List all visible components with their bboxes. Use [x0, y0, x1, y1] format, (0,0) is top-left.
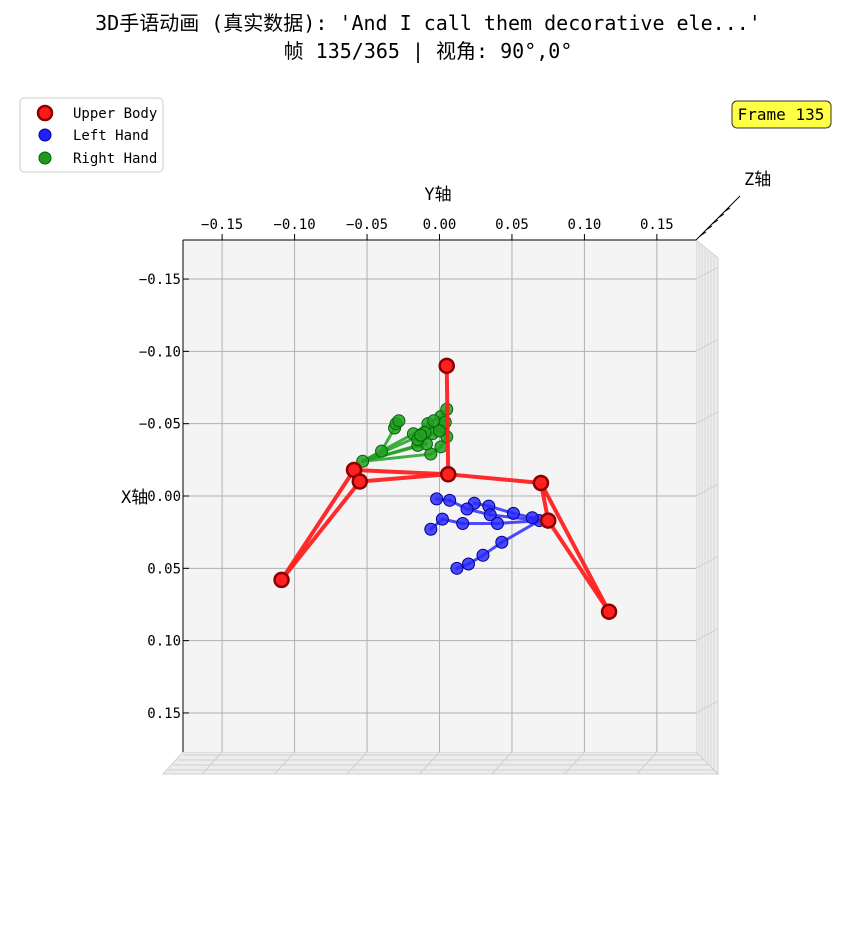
- x-tick-label: −0.15: [139, 272, 181, 288]
- data-point: [495, 535, 509, 549]
- data-point: [414, 428, 428, 442]
- floor-gridline: [201, 751, 223, 775]
- data-point: [375, 444, 389, 458]
- floor-gridline: [636, 751, 658, 775]
- plot-area: [273, 357, 618, 620]
- skeleton-segment: [352, 467, 451, 477]
- data-point: [439, 466, 457, 483]
- side-gridline: [695, 338, 719, 352]
- skeleton-segment: [279, 479, 362, 582]
- side-gridline: [695, 411, 719, 425]
- data-point: [273, 571, 290, 589]
- series-upper-body: [273, 357, 618, 620]
- x-axis-label: X轴: [121, 488, 148, 508]
- x-tick-label: 0.10: [147, 634, 181, 650]
- x-tick-label: 0.00: [147, 489, 181, 505]
- skeleton-segment: [538, 480, 612, 614]
- side-gridline: [695, 700, 719, 714]
- floor-gridline: [491, 751, 513, 775]
- data-point: [433, 424, 446, 438]
- data-point: [443, 493, 457, 507]
- side-gridline: [695, 483, 719, 497]
- data-point: [539, 512, 557, 529]
- legend-label-right-hand: Right Hand: [73, 151, 157, 167]
- x-tick-label: 0.15: [147, 706, 181, 722]
- data-point: [456, 516, 470, 530]
- data-point: [424, 522, 438, 536]
- frame-badge: Frame 135: [731, 100, 832, 129]
- skeleton-segment: [500, 519, 541, 544]
- data-point: [506, 506, 520, 520]
- y-tick-label: −0.05: [346, 217, 388, 233]
- data-point: [392, 414, 406, 428]
- data-point: [483, 508, 497, 522]
- y-axis-label: Y轴: [424, 185, 451, 205]
- skeleton-segment: [444, 363, 451, 477]
- chart-subtitle: 帧 135/365 | 视角: 90°,0°: [284, 39, 573, 63]
- x-tick-label: −0.05: [139, 417, 181, 433]
- legend-marker-right-hand: [38, 151, 52, 165]
- data-point: [351, 473, 369, 490]
- frame-badge-box: [731, 100, 832, 129]
- data-point: [435, 512, 449, 526]
- side-gridline: [695, 628, 719, 642]
- skeleton-segment: [361, 452, 433, 463]
- side-pane-lines: [698, 242, 715, 770]
- series-right-hand: [356, 402, 454, 468]
- z-axis: Z轴: [695, 170, 771, 241]
- data-point: [525, 511, 539, 525]
- side-gridline: [695, 266, 719, 280]
- skeleton-segment: [546, 518, 612, 614]
- x-tick-label: 0.05: [147, 561, 181, 577]
- floor-pane-lines: [168, 754, 714, 771]
- data-point: [430, 492, 444, 506]
- legend-label-left-hand: Left Hand: [73, 128, 149, 144]
- legend: Upper Body Left Hand Right Hand: [19, 97, 164, 173]
- floor-gridline: [346, 751, 368, 775]
- chart-title: 3D手语动画 (真实数据): 'And I call them decorati…: [95, 11, 761, 35]
- data-point: [438, 357, 455, 375]
- data-point: [450, 561, 464, 575]
- frame-badge-text: Frame 135: [738, 105, 825, 124]
- ticks: −0.15 −0.10 −0.05 0.00 0.05 0.10 0.15 −0.15 −0.1…: [139, 217, 674, 722]
- y-tick-label: 0.10: [568, 217, 602, 233]
- skeleton-segment: [446, 472, 543, 485]
- x-tick-label: −0.10: [139, 344, 181, 360]
- data-point: [476, 548, 490, 562]
- floor-gridline: [419, 751, 440, 775]
- data-point: [490, 516, 504, 530]
- y-tick-label: −0.15: [201, 217, 243, 233]
- legend-marker-upper-body: [36, 104, 54, 122]
- y-tick-label: 0.15: [640, 217, 674, 233]
- y-tick-label: −0.10: [274, 217, 316, 233]
- data-point: [532, 474, 550, 492]
- floor-gridline: [274, 751, 295, 775]
- legend-label-upper-body: Upper Body: [73, 106, 157, 122]
- y-tick-label: 0.00: [423, 217, 457, 233]
- data-point: [427, 414, 441, 428]
- data-point: [460, 502, 474, 516]
- data-point: [461, 557, 475, 571]
- skeleton-segment: [357, 472, 451, 484]
- axes-box: −0.15 −0.10 −0.05 0.00 0.05 0.10 0.15 −0.15 −0.1…: [139, 217, 720, 776]
- side-gridline: [695, 555, 719, 569]
- y-tick-label: 0.05: [495, 217, 529, 233]
- floor-gridline: [564, 751, 585, 775]
- series-left-hand: [424, 492, 546, 575]
- z-axis-label: Z轴: [744, 170, 771, 190]
- legend-frame: [19, 97, 164, 173]
- legend-marker-left-hand: [38, 128, 52, 142]
- data-point: [600, 603, 618, 620]
- z-axis-ticks: [699, 207, 731, 237]
